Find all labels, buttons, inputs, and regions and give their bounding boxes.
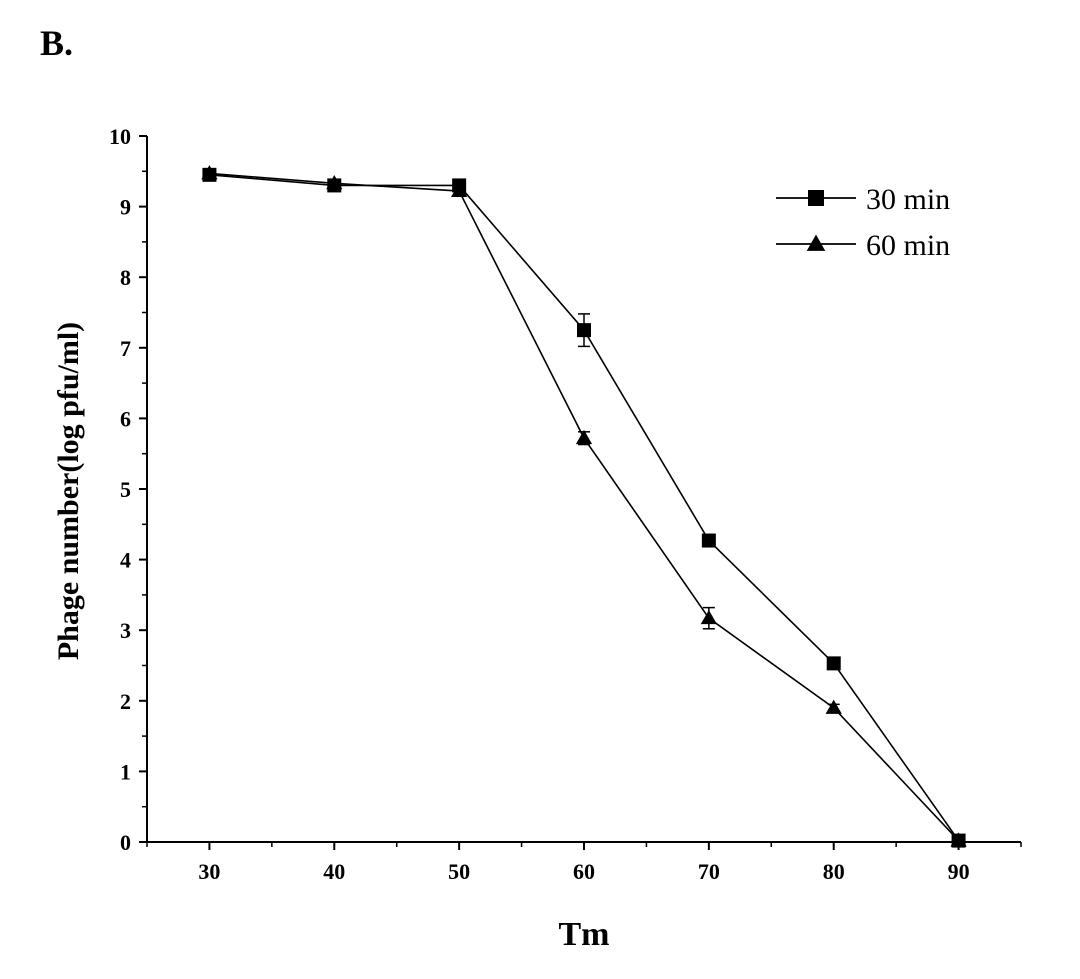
x-tick-label: 30 (198, 859, 220, 884)
data-point (326, 175, 343, 190)
series (201, 165, 967, 848)
data-point (826, 656, 841, 671)
x-tick-label: 40 (323, 859, 345, 884)
data-point (577, 323, 591, 338)
data-point (950, 832, 967, 847)
ticks: 0 1 2 3 4 5 6 7 8 9 10 30 40 50 60 70 80 90 (109, 124, 1022, 884)
series-2 (201, 165, 967, 847)
y-tick-label: 7 (120, 336, 131, 361)
y-tick-label: 4 (120, 548, 131, 573)
x-axis-label: Tm (559, 916, 610, 953)
y-tick-label: 10 (109, 124, 131, 149)
legend-label: 30 min (866, 183, 950, 216)
x-tick-label: 90 (948, 859, 970, 884)
legend-marker (806, 234, 826, 251)
y-tick-label: 2 (120, 689, 131, 714)
data-point (701, 533, 716, 548)
y-tick-label: 1 (120, 759, 131, 784)
x-tick-label: 60 (573, 859, 595, 884)
data-point (575, 429, 593, 445)
panel-label: B. (40, 23, 74, 63)
y-tick-label: 0 (120, 830, 131, 855)
series-line (209, 172, 960, 842)
x-tick-label: 80 (823, 859, 845, 884)
legend-marker (808, 190, 824, 206)
y-axis-label: Phage number(log pfu/ml) (52, 322, 85, 660)
data-point (700, 609, 717, 625)
data-point (201, 165, 218, 180)
legend: 30 min 60 min (776, 183, 950, 262)
data-point (451, 182, 468, 198)
y-tick-label: 3 (120, 618, 131, 643)
x-tick-label: 50 (448, 859, 470, 884)
y-tick-label: 9 (120, 195, 131, 220)
series-line (209, 174, 960, 842)
data-point (825, 699, 842, 714)
legend-label: 60 min (866, 229, 950, 262)
x-tick-label: 70 (698, 859, 720, 884)
y-tick-label: 6 (120, 406, 131, 431)
legend-item-2: 60 min (776, 229, 950, 262)
y-tick-label: 8 (120, 265, 131, 290)
series-1 (202, 167, 966, 848)
y-tick-label: 5 (120, 477, 131, 502)
legend-item-1: 30 min (776, 183, 950, 216)
